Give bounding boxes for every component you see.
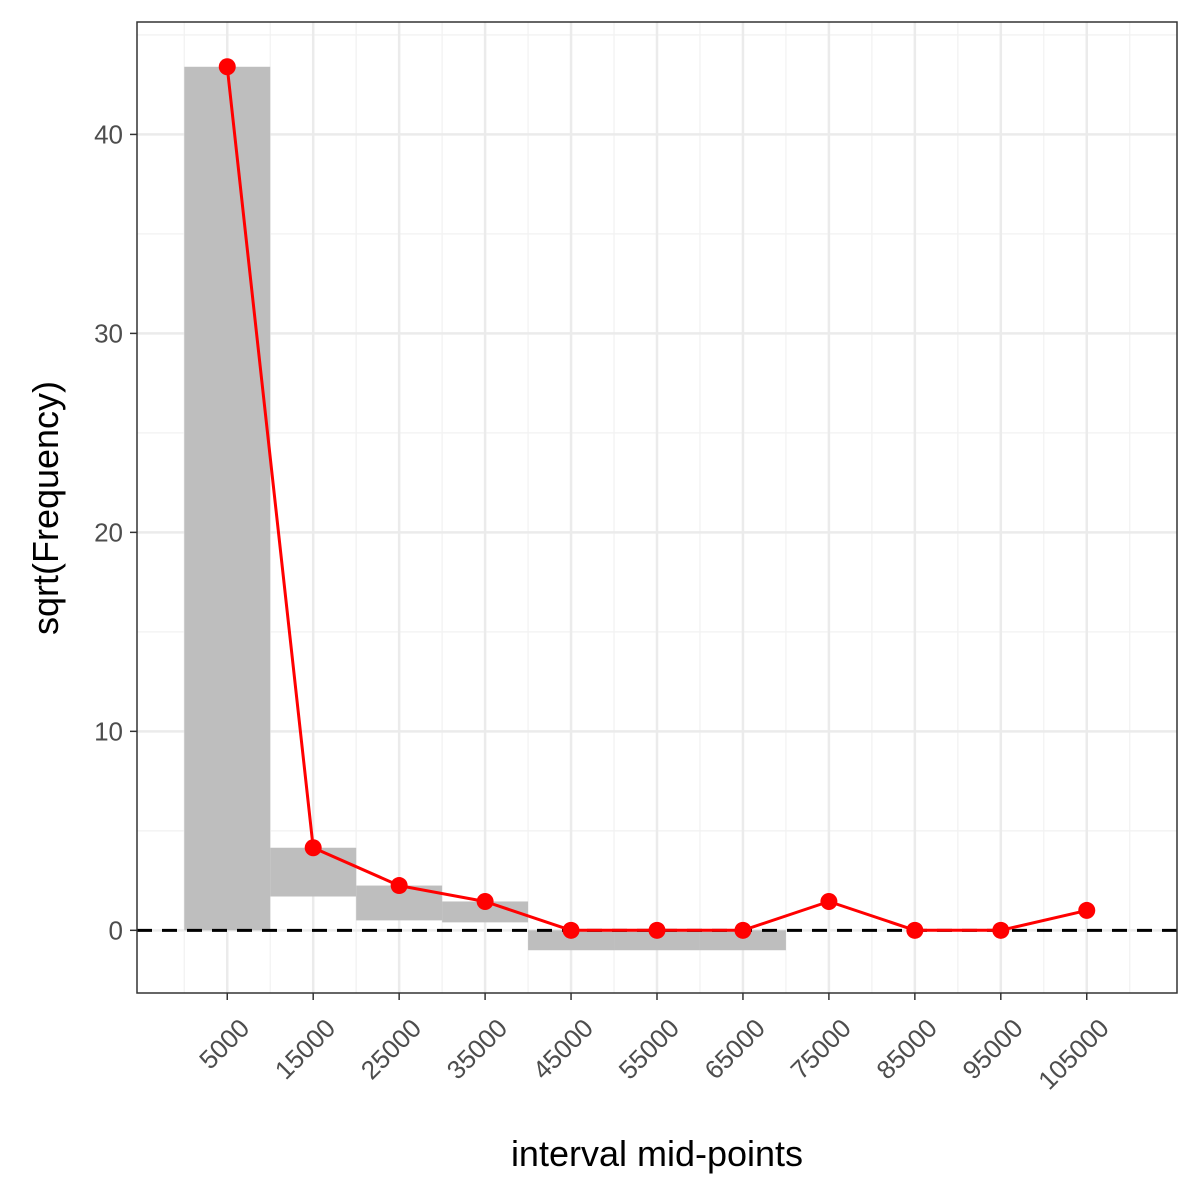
hanging-bar xyxy=(184,66,271,931)
x-tick-label: 105000 xyxy=(1032,1013,1115,1096)
expected-point xyxy=(562,921,580,939)
x-tick-label: 35000 xyxy=(441,1013,513,1085)
expected-point xyxy=(218,58,236,76)
y-tick-label: 40 xyxy=(94,119,123,149)
x-tick-label: 65000 xyxy=(699,1013,771,1085)
y-axis-title: sqrt(Frequency) xyxy=(25,381,66,635)
expected-point xyxy=(992,921,1010,939)
expected-point xyxy=(476,892,494,910)
y-tick-label: 10 xyxy=(94,716,123,746)
x-axis: 5000 15000 25000 35000 45000 55000 65000 75000 8… xyxy=(193,993,1115,1095)
expected-point xyxy=(734,921,752,939)
major-gridlines xyxy=(137,22,1177,993)
hanging-bar xyxy=(528,930,615,951)
x-tick-label: 45000 xyxy=(527,1013,599,1085)
expected-point xyxy=(304,839,322,857)
y-tick-label: 0 xyxy=(109,915,123,945)
hanging-bar xyxy=(699,930,786,951)
x-tick-label: 95000 xyxy=(956,1013,1028,1085)
x-tick-label: 5000 xyxy=(193,1013,255,1075)
expected-point xyxy=(1078,901,1096,919)
y-axis: 0 10 20 30 40 xyxy=(94,119,137,945)
x-tick-label: 85000 xyxy=(870,1013,942,1085)
expected-point xyxy=(820,892,838,910)
expected-point xyxy=(648,921,666,939)
expected-point xyxy=(390,877,408,895)
hanging-bar xyxy=(614,930,700,951)
x-tick-label: 15000 xyxy=(269,1013,341,1085)
x-tick-label: 75000 xyxy=(785,1013,857,1085)
y-tick-label: 30 xyxy=(94,318,123,348)
x-tick-label: 25000 xyxy=(355,1013,427,1085)
x-axis-title: interval mid-points xyxy=(511,1133,803,1174)
expected-point xyxy=(906,921,924,939)
hanging-bar xyxy=(442,901,529,923)
hanging-bars xyxy=(184,66,786,951)
y-tick-label: 20 xyxy=(94,517,123,547)
expected-frequency-series xyxy=(218,58,1096,939)
x-tick-label: 55000 xyxy=(613,1013,685,1085)
